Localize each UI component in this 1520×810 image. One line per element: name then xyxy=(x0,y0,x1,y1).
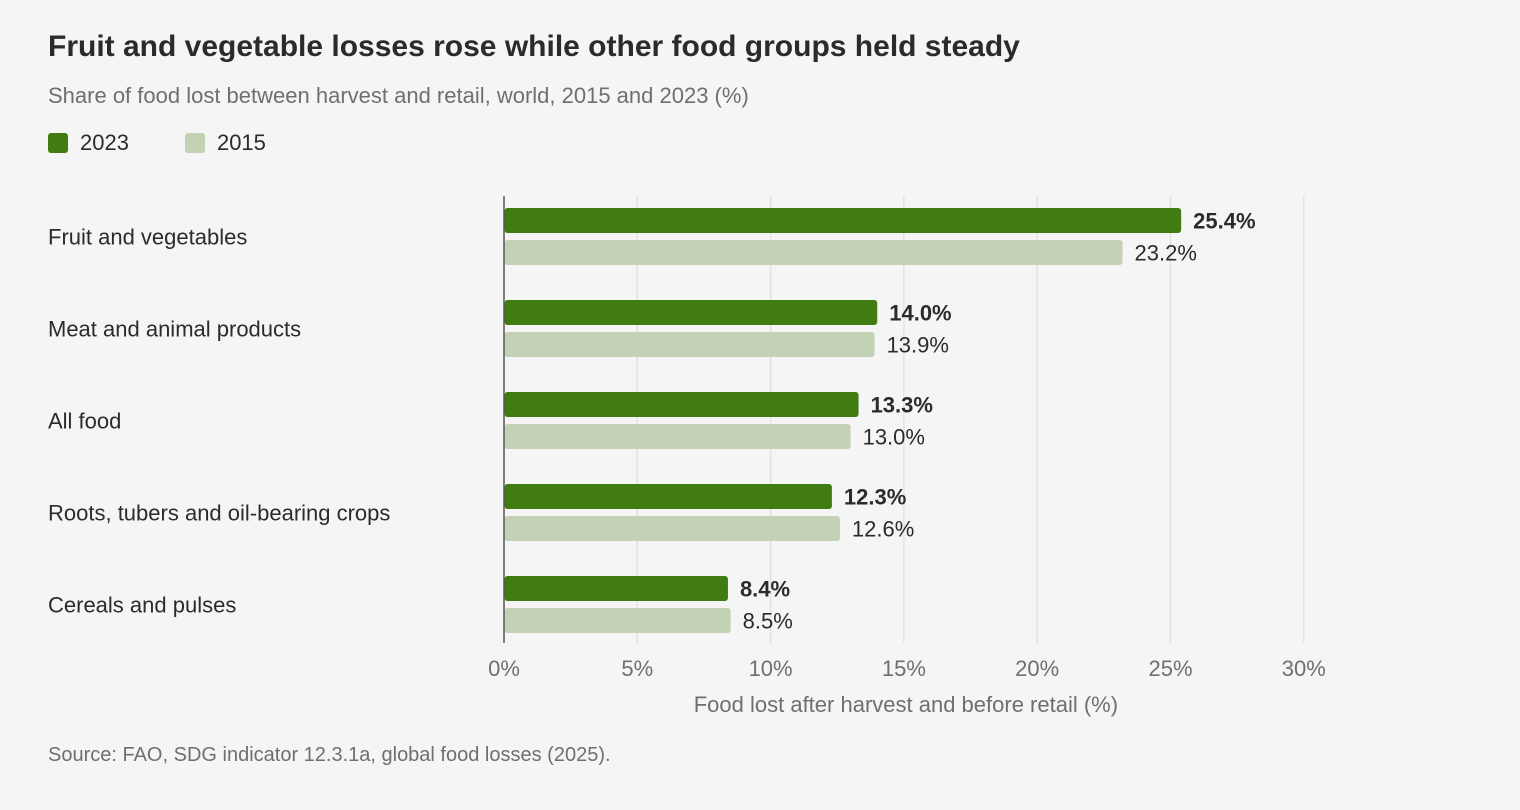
category-label-all-food: All food xyxy=(48,409,121,434)
value-label-all-food-2015: 13.0% xyxy=(863,425,925,450)
x-tick-label-5: 5% xyxy=(621,656,653,681)
value-label-meat-and-animal-products-2015: 13.9% xyxy=(887,333,949,358)
category-labels: Fruit and vegetables Meat and animal prod… xyxy=(48,225,390,618)
legend: 2023 2015 xyxy=(48,130,322,156)
value-label-cereals-and-pulses-2023: 8.4% xyxy=(740,577,790,602)
bar-meat-and-animal-products-2015[interactable] xyxy=(504,332,875,357)
legend-label-2015: 2015 xyxy=(216,130,266,155)
bar-all-food-2015[interactable] xyxy=(504,424,851,449)
legend-swatch-2015 xyxy=(184,133,205,153)
bar-roots-tubers-and-oil-bearing-crops-2023[interactable] xyxy=(504,484,832,509)
legend-item-2015[interactable]: 2015 xyxy=(184,130,266,156)
x-tick-label-0: 0% xyxy=(488,656,520,681)
chart-subtitle: Share of food lost between harvest and r… xyxy=(48,83,749,108)
category-label-cereals-and-pulses: Cereals and pulses xyxy=(48,593,236,618)
bar-meat-and-animal-products-2023[interactable] xyxy=(504,300,878,325)
bar-fruit-and-vegetables-2023[interactable] xyxy=(504,208,1182,233)
value-label-fruit-and-vegetables-2023: 25.4% xyxy=(1193,209,1255,234)
category-label-fruit-and-vegetables: Fruit and vegetables xyxy=(48,225,247,250)
chart-title: Fruit and vegetable losses rose while ot… xyxy=(48,30,1020,63)
bar-cereals-and-pulses-2023[interactable] xyxy=(504,576,728,601)
category-label-meat-and-animal-products: Meat and animal products xyxy=(48,317,301,342)
bar-cereals-and-pulses-2015[interactable] xyxy=(504,608,731,633)
legend-label-2023: 2023 xyxy=(80,130,129,155)
bar-fruit-and-vegetables-2015[interactable] xyxy=(504,240,1123,265)
value-label-cereals-and-pulses-2015: 8.5% xyxy=(743,609,793,634)
value-labels: 25.4% 23.2% 14.0% 13.9% 13.3% 13.0% 12.3% 12.6%… xyxy=(740,209,1256,634)
legend-item-2023[interactable]: 2023 xyxy=(48,130,129,156)
value-label-all-food-2023: 13.3% xyxy=(871,393,933,418)
bars xyxy=(504,208,1182,633)
source-note: Source: FAO, SDG indicator 12.3.1a, glob… xyxy=(48,744,611,766)
category-label-roots-tubers-and-oil-bearing-crops: Roots, tubers and oil-bearing crops xyxy=(48,501,390,526)
value-label-roots-tubers-and-oil-bearing-crops-2015: 12.6% xyxy=(852,517,914,542)
x-tick-label-30: 30% xyxy=(1282,656,1326,681)
x-tick-label-25: 25% xyxy=(1148,656,1192,681)
gridlines xyxy=(636,196,1305,643)
x-tick-labels: 0% 5% 10% 15% 20% 25% 30% xyxy=(488,656,1326,681)
bar-roots-tubers-and-oil-bearing-crops-2015[interactable] xyxy=(504,516,840,541)
legend-swatch-2023 xyxy=(48,133,68,153)
x-tick-label-10: 10% xyxy=(749,656,793,681)
value-label-meat-and-animal-products-2023: 14.0% xyxy=(889,301,951,326)
x-axis-title: Food lost after harvest and before retai… xyxy=(694,692,1118,717)
x-tick-label-20: 20% xyxy=(1015,656,1059,681)
value-label-fruit-and-vegetables-2015: 23.2% xyxy=(1135,241,1197,266)
value-label-roots-tubers-and-oil-bearing-crops-2023: 12.3% xyxy=(844,485,906,510)
x-tick-label-15: 15% xyxy=(882,656,926,681)
bar-all-food-2023[interactable] xyxy=(504,392,859,417)
